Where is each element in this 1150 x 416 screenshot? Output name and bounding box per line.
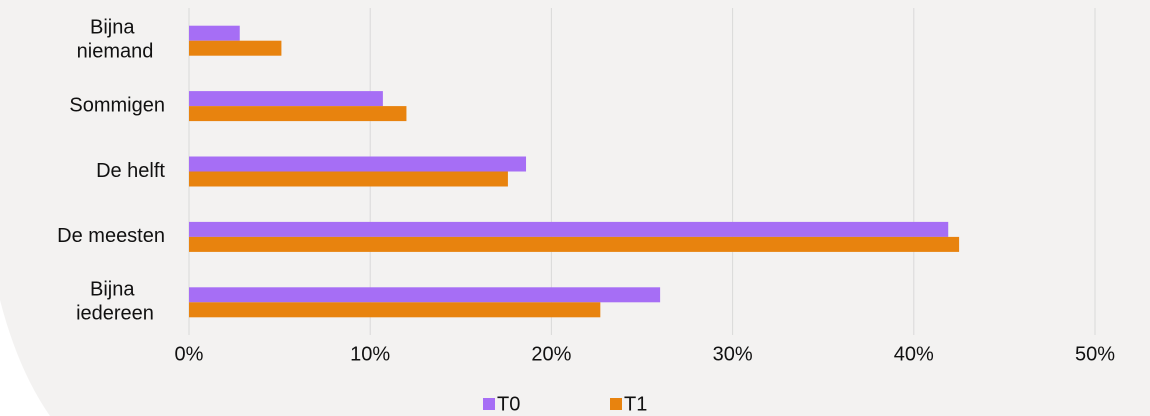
x-tick-label: 0% (175, 343, 204, 365)
bar (189, 91, 383, 107)
y-tick-label: Sommigen (69, 94, 165, 116)
legend-label: T0 (497, 393, 520, 415)
legend-swatch (610, 398, 622, 410)
y-tick-label: Bijna niemand (77, 17, 154, 63)
bar (189, 302, 601, 318)
bar (189, 156, 527, 172)
bar (189, 171, 508, 187)
y-tick-label: Bijna iedereen (76, 279, 154, 325)
bar (189, 236, 960, 252)
x-tick-label: 30% (713, 343, 753, 365)
y-tick-label: De meesten (57, 225, 165, 247)
bar (189, 106, 407, 122)
bar (189, 221, 949, 237)
legend-swatch (483, 398, 495, 410)
bar (189, 25, 240, 41)
bar (189, 287, 661, 303)
bar (189, 40, 282, 56)
background-curve (0, 300, 50, 416)
x-tick-label: 50% (1075, 343, 1115, 365)
x-tick-label: 10% (350, 343, 390, 365)
x-tick-label: 20% (531, 343, 571, 365)
y-tick-label: De helft (96, 160, 165, 182)
legend-label: T1 (624, 393, 647, 415)
x-tick-label: 40% (894, 343, 934, 365)
